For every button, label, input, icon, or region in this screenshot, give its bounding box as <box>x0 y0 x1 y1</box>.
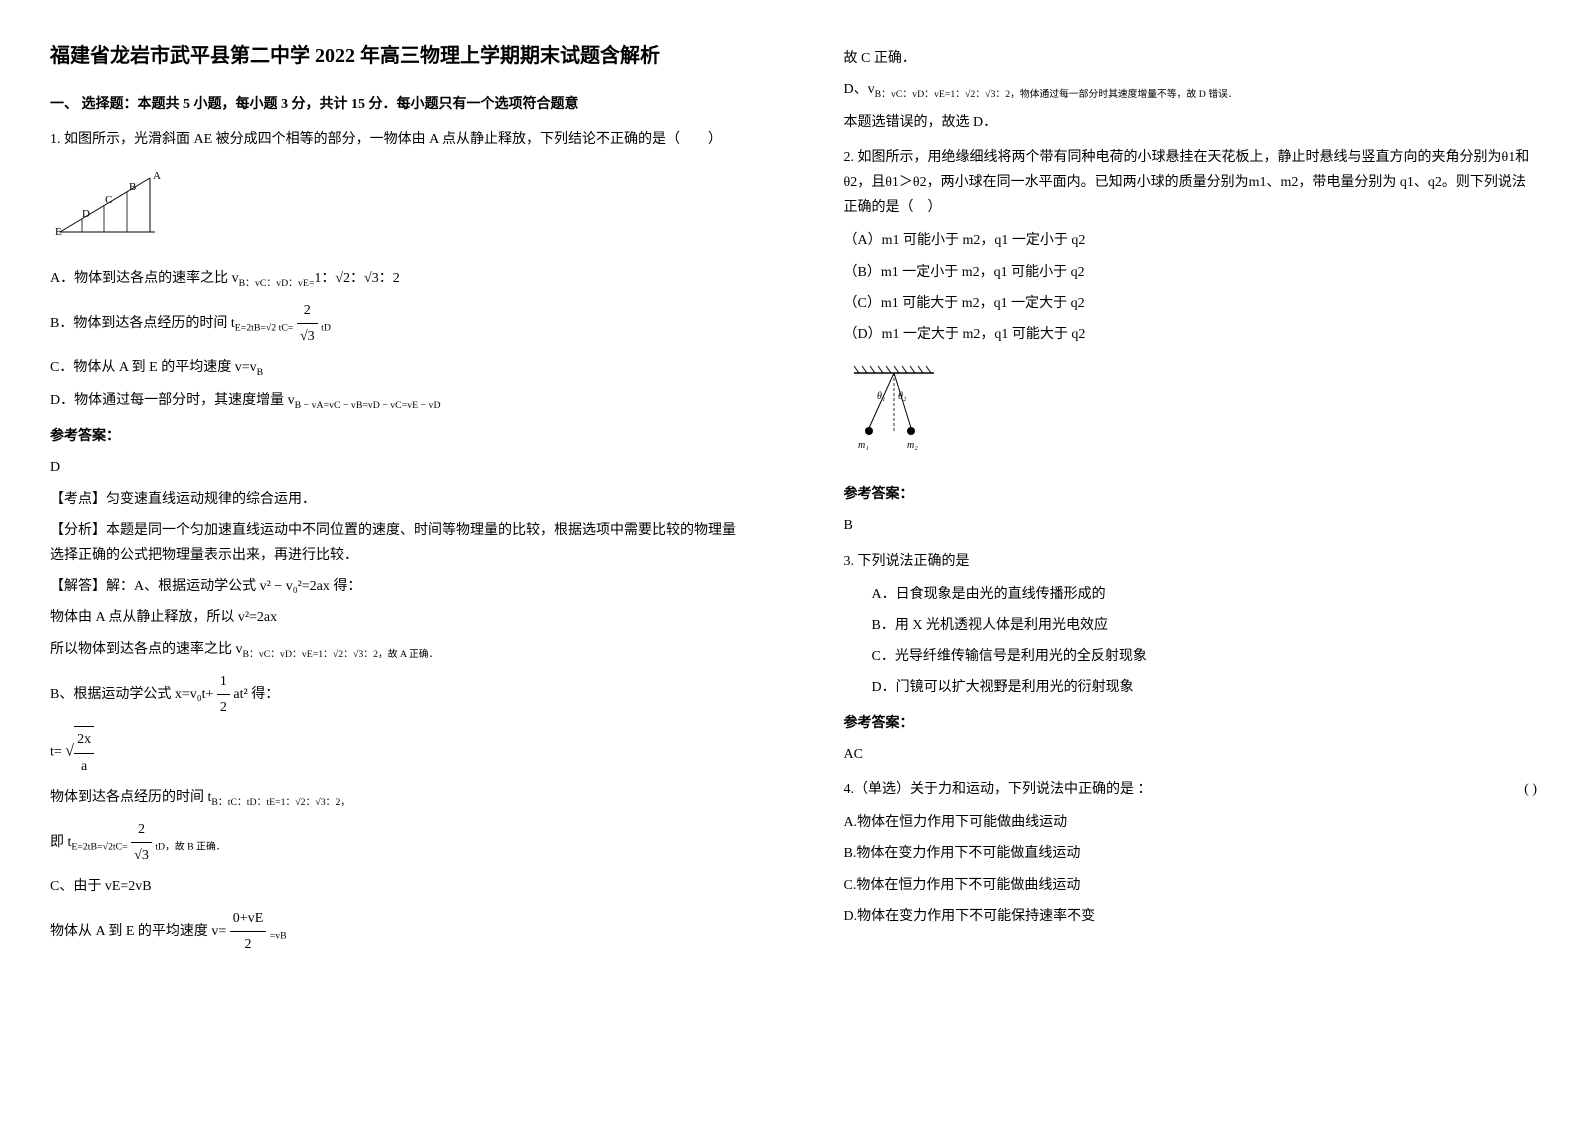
pendulum-diagram: θ₁ θ₂ m₁ m₂ <box>849 363 949 453</box>
q3-option-d: D．门镜可以扩大视野是利用光的衍射现象 <box>844 675 1538 700</box>
q1-option-d: D．物体通过每一部分时，其速度增量 vB − vA=vC − vB=vD − v… <box>50 388 744 414</box>
q1-solveB1: B、根据运动学公式 x=v₀t+ 12 at² 得： <box>50 669 744 720</box>
q1-option-c: C．物体从 A 到 E 的平均速度 v=vB <box>50 355 744 381</box>
svg-text:D: D <box>82 208 90 220</box>
svg-text:m₁: m₁ <box>858 440 869 451</box>
svg-text:θ₁: θ₁ <box>877 391 885 402</box>
svg-text:θ₂: θ₂ <box>898 391 907 402</box>
q1-option-a: A．物体到达各点的速率之比 vB：vC：vD：vE=1：√2：√3：2 <box>50 266 744 292</box>
q3-text: 3. 下列说法正确的是 <box>844 549 1538 574</box>
q1-option-b: B．物体到达各点经历的时间 tE=2tB=√2 tC= 2√3 tD <box>50 298 744 349</box>
q1-optD-pre: D．物体通过每一部分时，其速度增量 v <box>50 393 295 408</box>
q3-answer-label: 参考答案： <box>844 711 1538 736</box>
q2-option-b: （B）m1 一定小于 m2，q1 可能小于 q2 <box>844 260 1538 285</box>
q1-answer-label: 参考答案： <box>50 424 744 449</box>
q1-solve2: 物体由 A 点从静止释放，所以 v²=2ax <box>50 605 744 630</box>
q1-solveC1: C、由于 vE=2vB <box>50 874 744 899</box>
svg-text:m₂: m₂ <box>907 440 918 451</box>
q4-option-c: C.物体在恒力作用下不可能做曲线运动 <box>844 873 1538 898</box>
svg-text:C: C <box>105 194 112 206</box>
q1-optB-pre: B．物体到达各点经历的时间 t <box>50 316 235 331</box>
q1-optC-pre: C．物体从 A 到 E 的平均速度 v=v <box>50 360 257 375</box>
q1-solveB4: 即 tE=2tB=√2tC= 2√3 tD，故 B 正确． <box>50 817 744 868</box>
right-column: 故 C 正确． D、vB：vC：vD：vE=1：√2：√3：2，物体通过每一部分… <box>794 0 1587 1122</box>
q4-option-d: D.物体在变力作用下不可能保持速率不变 <box>844 904 1538 929</box>
q3-answer: AC <box>844 742 1538 767</box>
svg-text:B: B <box>129 181 136 193</box>
question-2: 2. 如图所示，用绝缘细线将两个带有同种电荷的小球悬挂在天花板上，静止时悬线与竖… <box>844 145 1538 539</box>
svg-text:E: E <box>55 226 62 238</box>
q1-analysis2: 【分析】本题是同一个匀加速直线运动中不同位置的速度、时间等物理量的比较，根据选项… <box>50 518 744 568</box>
q1-optA-pre: A．物体到达各点的速率之比 v <box>50 271 239 286</box>
q1-text: 1. 如图所示，光滑斜面 AE 被分成四个相等的部分，一物体由 A 点从静止释放… <box>50 127 744 152</box>
q3-option-c: C．光导纤维传输信号是利用光的全反射现象 <box>844 644 1538 669</box>
q4-option-b: B.物体在变力作用下不可能做直线运动 <box>844 841 1538 866</box>
q1-answer: D <box>50 455 744 480</box>
q1-optD-tail: B − vA=vC − vB=vD − vC=vE − vD <box>295 400 441 411</box>
question-3: 3. 下列说法正确的是 A．日食现象是由光的直线传播形成的 B．用 X 光机透视… <box>844 549 1538 767</box>
q2-option-a: （A）m1 可能小于 m2，q1 一定小于 q2 <box>844 228 1538 253</box>
col2-line3: 本题选错误的，故选 D． <box>844 110 1538 135</box>
col2-line2: D、vB：vC：vD：vE=1：√2：√3：2，物体通过每一部分时其速度增量不等… <box>844 77 1538 103</box>
q1-solveC2: 物体从 A 到 E 的平均速度 v= 0+vE2 =vB <box>50 906 744 957</box>
q4-text: 4.（单选）关于力和运动，下列说法中正确的是 ： ( ) <box>844 777 1538 802</box>
q3-option-b: B．用 X 光机透视人体是利用光电效应 <box>844 613 1538 638</box>
q1-optB-tail: tD <box>321 323 331 334</box>
question-1: 1. 如图所示，光滑斜面 AE 被分成四个相等的部分，一物体由 A 点从静止释放… <box>50 127 744 957</box>
col2-line1: 故 C 正确． <box>844 46 1538 71</box>
section-1-header: 一、 选择题：本题共 5 小题，每小题 3 分，共计 15 分．每小题只有一个选… <box>50 92 744 117</box>
q2-text: 2. 如图所示，用绝缘细线将两个带有同种电荷的小球悬挂在天花板上，静止时悬线与竖… <box>844 145 1538 221</box>
q1-solveB3: 物体到达各点经历的时间 tB：tC：tD：tE=1：√2：√3：2， <box>50 785 744 811</box>
q2-option-c: （C）m1 可能大于 m2，q1 一定大于 q2 <box>844 291 1538 316</box>
q2-option-d: （D）m1 一定大于 m2，q1 可能大于 q2 <box>844 322 1538 347</box>
q1-analysis1: 【考点】匀变速直线运动规律的综合运用． <box>50 487 744 512</box>
q2-answer-label: 参考答案： <box>844 482 1538 507</box>
incline-diagram: A B C D E <box>55 170 165 240</box>
q4-option-a: A.物体在恒力作用下可能做曲线运动 <box>844 810 1538 835</box>
q3-option-a: A．日食现象是由光的直线传播形成的 <box>844 582 1538 607</box>
q1-solveB2: t= √2xa <box>50 726 744 778</box>
q4-paren: ( ) <box>1524 777 1537 802</box>
q1-optB-frac: 2√3 <box>297 298 318 349</box>
q2-answer: B <box>844 513 1538 538</box>
q1-solve1: 【解答】解：A、根据运动学公式 v² − v₀²=2ax 得： <box>50 574 744 599</box>
q1-optA-tail: 1：√2：√3：2 <box>314 271 399 286</box>
q1-optA-sub: B：vC：vD：vE= <box>239 277 315 288</box>
q1-optB-mid: E=2tB=√2 tC= <box>235 323 294 334</box>
left-column: 福建省龙岩市武平县第二中学 2022 年高三物理上学期期末试题含解析 一、 选择… <box>0 0 794 1122</box>
q1-optC-sub: B <box>257 367 264 378</box>
q1-solve3: 所以物体到达各点的速率之比 vB：vC：vD：vE=1：√2：√3：2，故 A … <box>50 637 744 663</box>
svg-text:A: A <box>153 170 161 182</box>
document-title: 福建省龙岩市武平县第二中学 2022 年高三物理上学期期末试题含解析 <box>50 40 744 72</box>
question-4: 4.（单选）关于力和运动，下列说法中正确的是 ： ( ) A.物体在恒力作用下可… <box>844 777 1538 929</box>
